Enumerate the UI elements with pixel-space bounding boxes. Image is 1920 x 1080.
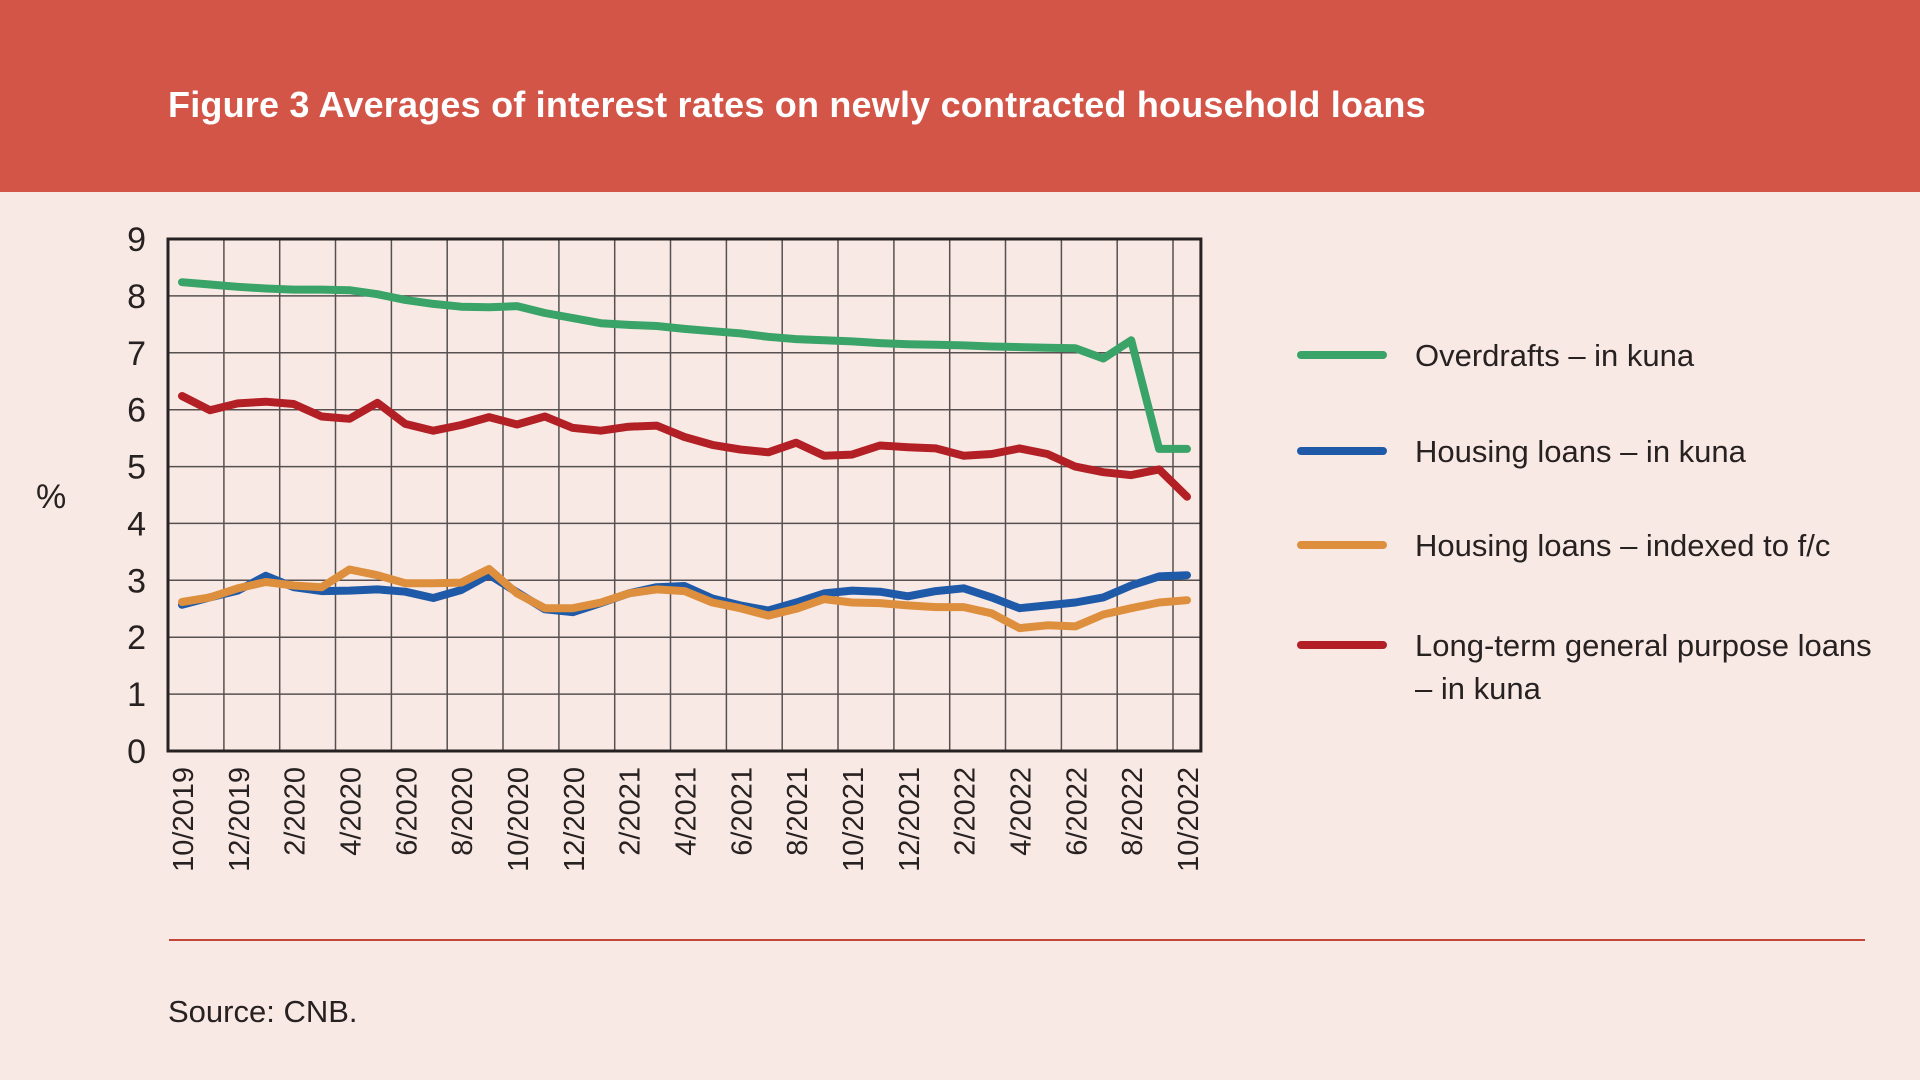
legend-item: Housing loans – in kuna	[1297, 430, 1746, 473]
y-tick-label: 4	[127, 505, 146, 543]
x-tick-label: 10/2022	[1173, 767, 1205, 872]
x-tick-label: 12/2021	[894, 767, 926, 872]
legend-item-label: Overdrafts – in kuna	[1415, 338, 1695, 373]
x-tick-label: 12/2020	[559, 767, 591, 872]
footer-separator-line	[169, 939, 1865, 941]
x-tick-label: 8/2021	[782, 767, 814, 856]
x-tick-label: 8/2022	[1117, 767, 1149, 856]
x-tick-label: 4/2020	[336, 767, 368, 856]
legend-item-label: Housing loans – indexed to f/c	[1415, 528, 1831, 563]
y-tick-label: 5	[127, 449, 146, 487]
x-tick-label: 2/2022	[950, 767, 982, 856]
y-axis-unit-label: %	[36, 478, 67, 516]
x-tick-label: 10/2020	[503, 767, 535, 872]
y-tick-label: 2	[127, 619, 146, 657]
y-tick-label: 9	[127, 221, 146, 259]
x-tick-label: 10/2019	[168, 767, 200, 872]
y-tick-label: 7	[127, 335, 146, 373]
x-tick-label: 4/2022	[1006, 767, 1038, 856]
y-tick-label: 8	[127, 278, 146, 316]
x-tick-label: 6/2020	[391, 767, 423, 856]
figure-title: Figure 3 Averages of interest rates on n…	[168, 84, 1426, 125]
y-tick-label: 0	[127, 733, 146, 771]
x-tick-label: 10/2021	[838, 767, 870, 872]
y-tick-label: 3	[127, 562, 146, 600]
x-tick-label: 6/2021	[726, 767, 758, 856]
legend-line-swatch	[1297, 641, 1387, 649]
legend-item: Long-term general purpose loans – in kun…	[1297, 624, 1872, 710]
legend-line-swatch	[1297, 351, 1387, 359]
x-tick-label: 2/2020	[280, 767, 312, 856]
plot-border	[166, 237, 1203, 753]
legend-item-label: Long-term general purpose loans – in kun…	[1415, 628, 1872, 706]
source-note: Source: CNB.	[168, 994, 358, 1029]
x-tick-label: 12/2019	[224, 767, 256, 872]
series-line-longterm-general-purpose-kuna	[178, 392, 1191, 501]
y-tick-label: 6	[127, 392, 146, 430]
legend-line-swatch	[1297, 541, 1387, 549]
series-line-housing-kuna	[178, 570, 1191, 617]
y-tick-label: 1	[127, 676, 146, 714]
header-banner: Figure 3 Averages of interest rates on n…	[0, 0, 1920, 192]
series-line-overdrafts-kuna	[178, 278, 1191, 453]
legend-item: Housing loans – indexed to f/c	[1297, 524, 1830, 567]
x-tick-label: 6/2022	[1061, 767, 1093, 856]
legend-item: Overdrafts – in kuna	[1297, 334, 1694, 377]
x-tick-label: 4/2021	[671, 767, 703, 856]
series-line-housing-fc	[178, 565, 1191, 633]
legend-item-label: Housing loans – in kuna	[1415, 434, 1746, 469]
x-tick-label: 2/2021	[615, 767, 647, 856]
legend-line-swatch	[1297, 447, 1387, 455]
x-tick-label: 8/2020	[447, 767, 479, 856]
